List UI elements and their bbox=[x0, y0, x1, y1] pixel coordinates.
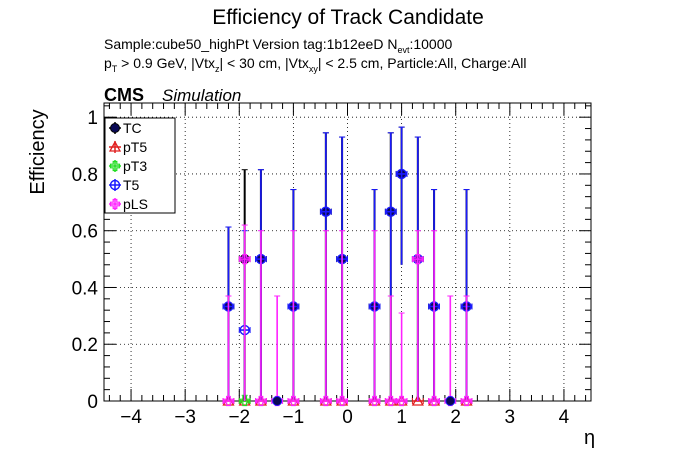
x-tick-label: −4 bbox=[120, 407, 142, 428]
data-marks bbox=[222, 126, 473, 407]
cuts-p-sub: T bbox=[112, 64, 118, 74]
cuts-b-sub: xy bbox=[309, 64, 319, 74]
data-point-T5 bbox=[396, 168, 407, 180]
x-tick-label: 1 bbox=[396, 407, 407, 428]
data-point-pLS bbox=[412, 253, 423, 265]
x-tick-label: −2 bbox=[228, 407, 250, 428]
y-tick-label: 0.2 bbox=[72, 335, 98, 356]
legend-marker-pT5 bbox=[108, 140, 122, 152]
cuts-line: pT > 0.9 GeV, |Vtxz| < 30 cm, |Vtxxy| < … bbox=[104, 55, 527, 74]
data-point-pLS bbox=[428, 395, 440, 407]
legend-label: pT5 bbox=[123, 139, 147, 155]
cuts-p: p bbox=[104, 55, 112, 71]
legend-label: pLS bbox=[123, 196, 148, 212]
data-point-pLS bbox=[396, 395, 407, 407]
sample-line: Sample:cube50_highPt Version tag:1b12eeD… bbox=[104, 36, 452, 55]
data-point-pT3 bbox=[239, 395, 250, 407]
data-point-pLS bbox=[385, 395, 396, 407]
x-tick-label: −1 bbox=[283, 407, 305, 428]
legend-marker-TC bbox=[110, 123, 120, 133]
y-axis-label: Efficiency bbox=[27, 109, 49, 194]
sample-text: Sample:cube50_highPt Version tag:1b12eeD… bbox=[104, 36, 397, 52]
y-tick-label: 1 bbox=[87, 108, 98, 129]
legend-label: TC bbox=[123, 120, 142, 136]
y-tick-label: 0.8 bbox=[72, 165, 98, 186]
y-tick-label: 0.4 bbox=[72, 278, 99, 299]
cms-label: CMS bbox=[104, 85, 144, 105]
legend-label: pT3 bbox=[123, 158, 147, 174]
data-point-pT5 bbox=[411, 394, 424, 406]
zero-point bbox=[445, 396, 456, 406]
data-point-pLS bbox=[369, 395, 380, 407]
data-point-pLS bbox=[239, 253, 250, 265]
simulation-label: Simulation bbox=[162, 86, 241, 105]
data-point-pLS bbox=[255, 395, 267, 407]
legend-marker-pT3 bbox=[109, 160, 121, 172]
zero-point bbox=[272, 396, 283, 406]
data-point-pLS bbox=[336, 395, 348, 407]
cuts-c: | < 2.5 cm, Particle:All, Charge:All bbox=[318, 55, 527, 71]
sample-tail: :10000 bbox=[409, 36, 452, 52]
x-axis-label: η bbox=[584, 427, 595, 449]
cuts-a-sub: z bbox=[215, 64, 220, 74]
x-tick-label: 3 bbox=[505, 407, 516, 428]
data-point-pLS bbox=[320, 395, 331, 407]
legend-marker-pLS bbox=[109, 198, 121, 210]
cuts-b: | < 30 cm, |Vtx bbox=[219, 55, 308, 71]
cuts-a: > 0.9 GeV, |Vtx bbox=[117, 55, 215, 71]
legend-label: T5 bbox=[123, 177, 140, 193]
y-tick-label: 0.6 bbox=[72, 222, 98, 243]
sample-sub: evt bbox=[397, 45, 410, 55]
x-tick-label: −3 bbox=[174, 407, 196, 428]
x-tick-label: 2 bbox=[450, 407, 461, 428]
y-tick-label: 0 bbox=[87, 392, 98, 413]
x-tick-label: 4 bbox=[559, 407, 570, 428]
x-tick-label: 0 bbox=[342, 407, 353, 428]
legend-marker-T5 bbox=[109, 179, 121, 191]
data-point-T5 bbox=[320, 206, 332, 217]
data-point-pLS bbox=[223, 395, 234, 407]
axes: −4 −3 −2 −1 0 1 2 3 4 0 0.2 0.4 0.6 0.8 1 bbox=[72, 102, 592, 428]
legend: TC pT5 pT3 T5 pLS bbox=[104, 117, 176, 214]
data-point-T5 bbox=[385, 206, 396, 217]
chart-title: Efficiency of Track Candidate bbox=[212, 6, 484, 29]
data-point-pLS bbox=[461, 395, 472, 407]
data-point-pLS bbox=[288, 395, 299, 407]
grid-lines bbox=[104, 103, 591, 402]
series-pLS bbox=[222, 224, 473, 407]
